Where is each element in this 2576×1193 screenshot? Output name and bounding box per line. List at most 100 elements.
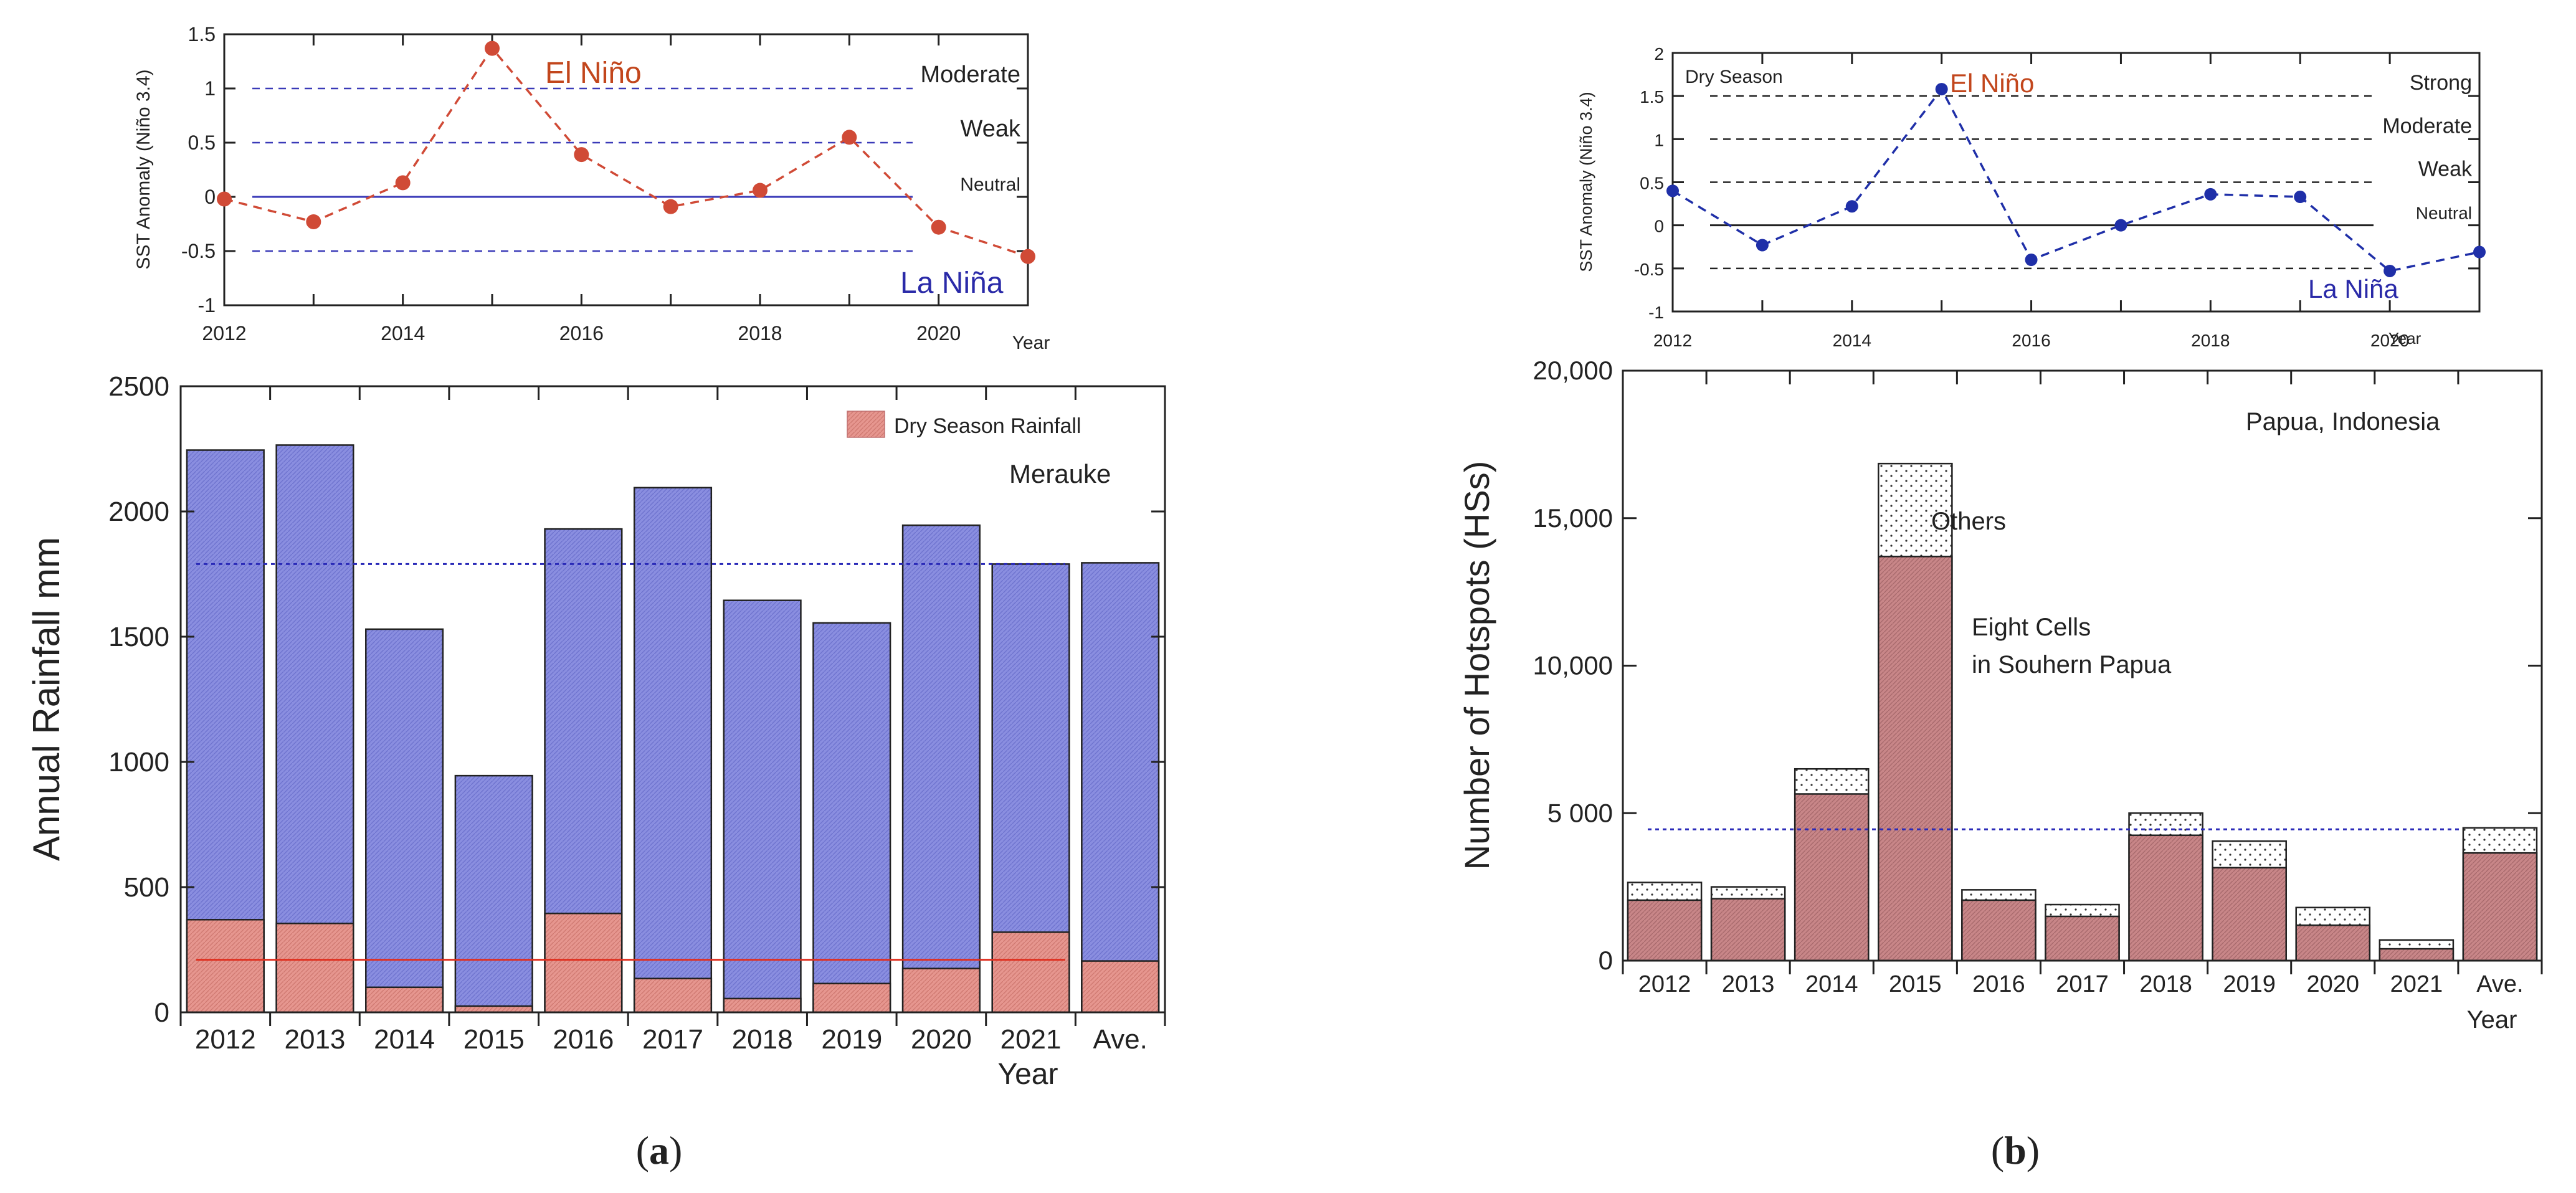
x-tick-label: 2012: [1638, 971, 1691, 997]
y-tick-label: -0.5: [181, 240, 216, 262]
y-tick-label: 0: [1654, 217, 1664, 236]
x-tick-label: 2015: [1889, 971, 1942, 997]
y-tick-label: 0: [204, 186, 216, 208]
y-tick-label: 1: [1654, 130, 1664, 150]
eight-cells-bar-2015: [1878, 556, 1953, 962]
panel-a-rain-xlabel: Year: [998, 1058, 1058, 1091]
dry-bar-2019: [812, 982, 891, 1014]
panel-a-sst-x-unit: Year: [1012, 333, 1050, 353]
dry-bar-2021: [991, 931, 1070, 1014]
x-tick-label: 2016: [1972, 971, 2025, 997]
y-tick-label: 1: [204, 77, 216, 100]
eight-cells-bar-2016: [1961, 899, 2037, 962]
reference-label-moderate: Moderate: [2382, 114, 2472, 138]
panel-b-hotspot-bars: [1627, 462, 2538, 962]
x-tick-label: 2012: [202, 322, 246, 345]
x-tick-label: 2021: [2390, 971, 2443, 997]
x-tick-label: 2014: [1805, 971, 1858, 997]
x-tick-label: 2013: [1722, 971, 1775, 997]
panel-b-sst-y-ticks: 2 1.5 1 0.5 0 -0.5 -1: [1634, 44, 2479, 322]
reference-label-weak: Weak: [961, 116, 1021, 142]
eight-cells-bar-2012: [1627, 899, 1703, 962]
panel-b-season-label: Dry Season: [1685, 67, 1783, 87]
dry-bar-2014: [365, 986, 444, 1014]
sst-point-2020: [931, 219, 946, 235]
panel-b-la-nina-label: La Niña: [2308, 274, 2398, 303]
panel-a-legend-swatch: [847, 411, 885, 438]
annual-bar-2018: [723, 599, 802, 1014]
eight-cells-bar-2020: [2295, 924, 2371, 962]
panel-b-hotspot-ylabel: Number of Hotspots (HSs): [1457, 461, 1496, 870]
sst-point-2013: [306, 214, 321, 230]
sst-line: [1672, 87, 2480, 272]
x-tick-label: 2018: [2191, 331, 2230, 350]
x-tick-label: 2012: [195, 1024, 256, 1055]
x-tick-label: 2020: [2370, 331, 2409, 350]
panel-b-sst-chart: Strong Moderate Weak Neutral 2 1.5 1 0.5 0 -0.5 -…: [1577, 44, 2486, 350]
sst-point-2015: [485, 40, 500, 56]
x-tick-label: 2018: [738, 322, 782, 345]
annual-bar-2012: [186, 449, 265, 1014]
eight-cells-bar-Ave.: [2462, 852, 2538, 962]
y-tick-label: 1.5: [188, 23, 216, 45]
eight-cells-bar-2018: [2128, 834, 2203, 962]
y-tick-label: 0.5: [188, 131, 216, 154]
panel-a-sst-series: [217, 40, 1035, 264]
y-tick-label: 0.5: [1640, 174, 1664, 193]
sst-point-2021: [1020, 249, 1035, 264]
panel-a-sst-reference-lines: Moderate Weak Neutral: [252, 62, 1021, 252]
x-tick-label: 2014: [374, 1024, 435, 1055]
y-tick-label: 1.5: [1640, 87, 1664, 107]
y-tick-label: 1000: [108, 747, 169, 777]
annual-bar-2015: [454, 774, 533, 1014]
panel-a-legend-label: Dry Season Rainfall: [894, 414, 1081, 438]
sst-point-2016: [2025, 254, 2038, 266]
panel-a-sst-frame: [223, 33, 1029, 307]
x-tick-label: 2017: [2056, 971, 2109, 997]
x-tick-label: 2019: [2223, 971, 2276, 997]
annual-bar-2017: [633, 487, 713, 1014]
sst-point-2021: [2473, 245, 2486, 259]
x-tick-label: 2016: [2012, 331, 2050, 350]
y-tick-label: 5 000: [1547, 798, 1613, 827]
annual-bar-2014: [365, 628, 444, 1014]
panel-b-hotspot-xlabel: Year: [2467, 1006, 2517, 1034]
y-tick-label: 500: [124, 872, 169, 903]
x-tick-label: 2017: [642, 1024, 703, 1055]
sst-point-2019: [842, 130, 857, 145]
reference-label-neutral: Neutral: [2416, 204, 2472, 223]
panel-b-el-nino-label: El Niño: [1950, 69, 2034, 98]
eight-cells-bar-2014: [1794, 793, 1870, 962]
reference-label-strong: Strong: [2410, 71, 2472, 95]
panel-a-rain-ylabel: Annual Rainfall mm: [26, 537, 67, 861]
annual-bar-2013: [275, 444, 354, 1014]
x-tick-label: 2018: [2139, 971, 2192, 997]
sst-point-2012: [217, 191, 232, 207]
dry-bar-Ave.: [1081, 960, 1160, 1014]
annual-bar-Ave.: [1081, 562, 1160, 1014]
annual-bar-2020: [901, 524, 981, 1014]
x-tick-label: 2014: [381, 322, 425, 345]
sst-point-2018: [753, 183, 768, 198]
sst-point-2016: [574, 147, 589, 163]
panel-b-sst-ylabel: SST Anomaly (Niño 3.4): [1577, 92, 1595, 272]
eight-cells-bar-2013: [1710, 898, 1786, 962]
y-tick-label: 20,000: [1533, 356, 1613, 385]
dry-bar-2016: [544, 912, 623, 1014]
sst-point-2019: [2294, 191, 2307, 204]
x-tick-label: 2015: [463, 1024, 525, 1055]
panel-b-label: (b): [1991, 1128, 2040, 1172]
x-tick-label: 2020: [916, 322, 961, 345]
x-tick-label: Ave.: [2476, 971, 2523, 997]
panel-b-sst-x-ticks: 2012 2014 2016 2018 2020: [1653, 53, 2481, 350]
panel-b-eight-cells-label-2: in Souhern Papua: [1972, 651, 2172, 678]
panel-a-sst-y-ticks: 1.5 1 0.5 0 -0.5 -1: [181, 23, 1028, 316]
sst-point-2018: [2204, 188, 2217, 201]
dry-bar-2015: [454, 1005, 533, 1014]
panel-b-sst-reference-lines: Strong Moderate Weak Neutral: [1710, 71, 2473, 270]
x-tick-label: Ave.: [1093, 1024, 1148, 1055]
panel-a-rain-average-lines: [196, 563, 1065, 961]
dry-bar-2012: [186, 919, 265, 1014]
